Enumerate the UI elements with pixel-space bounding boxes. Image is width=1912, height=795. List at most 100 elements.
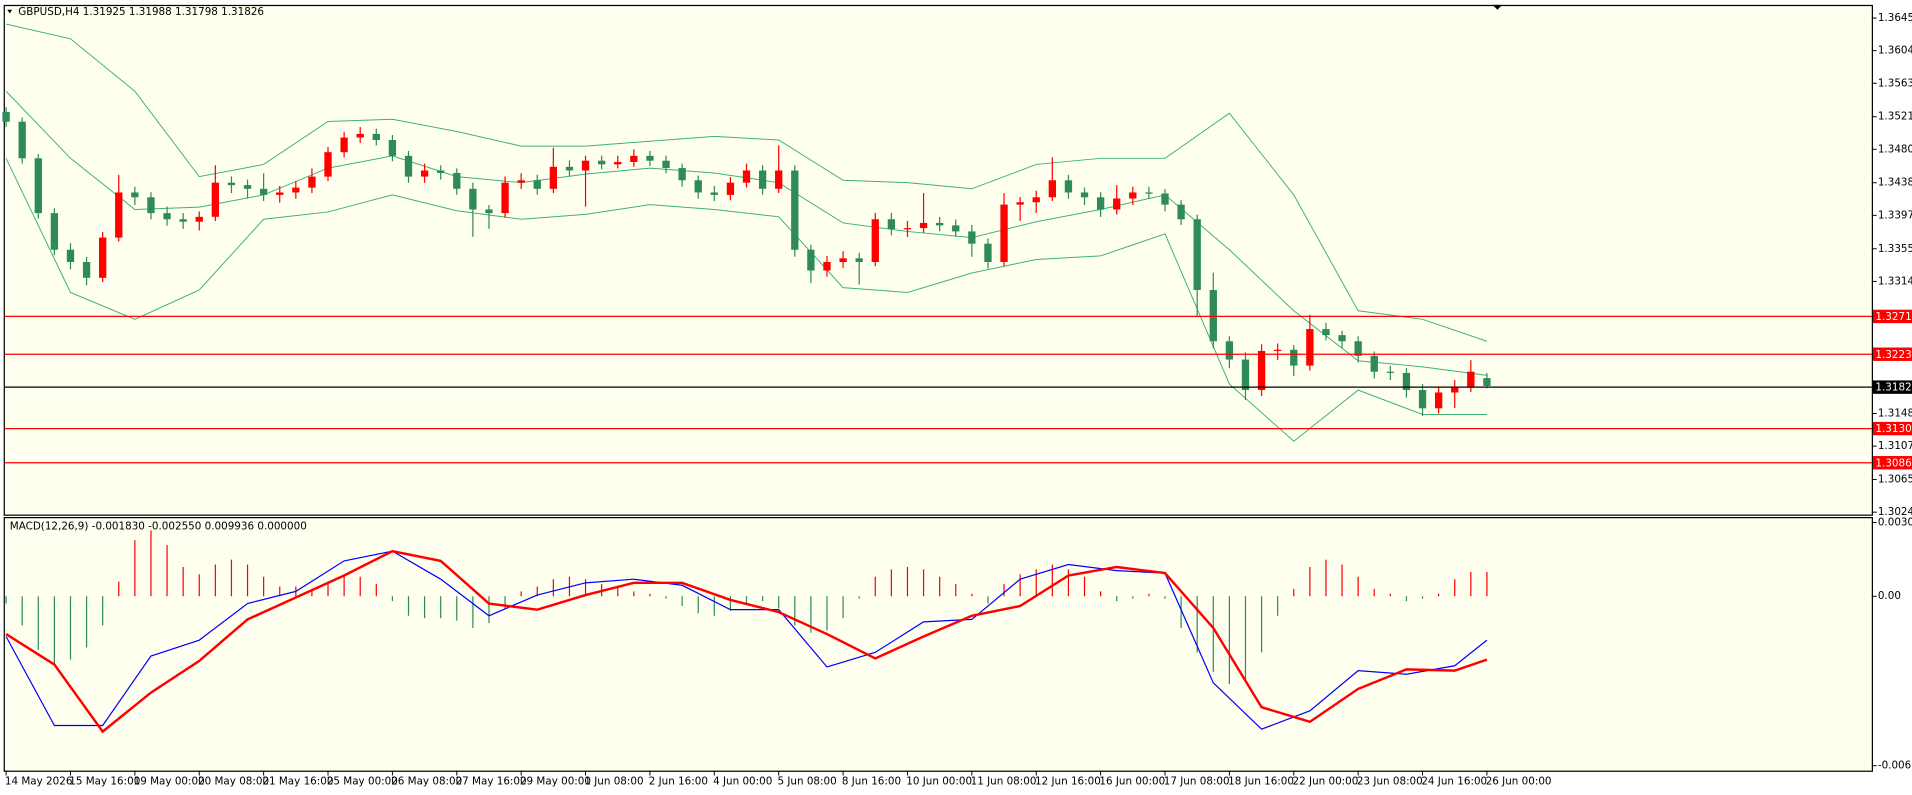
x-tick-label: 18 Jun 16:00	[1228, 776, 1294, 788]
candle-body	[292, 187, 300, 193]
candle-body	[952, 225, 960, 232]
candle-body	[1113, 198, 1121, 210]
x-tick-label: 15 May 16:00	[69, 776, 140, 788]
candle-body	[2, 111, 10, 122]
y-tick-label: 0.00	[1878, 590, 1901, 602]
candle-body	[1338, 335, 1346, 342]
y-tick-label: -0.00695	[1878, 760, 1912, 772]
candle-body	[1064, 180, 1073, 193]
candle-body	[1161, 193, 1169, 205]
macd-panel	[3, 516, 1873, 772]
candle-body	[404, 155, 413, 177]
candle-body	[1096, 197, 1105, 210]
candle-body	[115, 192, 123, 238]
candle-body	[1016, 202, 1024, 205]
candle-body	[1402, 372, 1411, 391]
candle-body	[340, 137, 348, 153]
price-level-box	[1872, 380, 1912, 394]
candle-body	[662, 160, 670, 169]
candle-body	[131, 192, 139, 198]
candle-body	[871, 219, 879, 262]
candle-body	[469, 188, 477, 210]
price-level-label: 1.31826	[1875, 382, 1912, 394]
candle-body	[1434, 392, 1443, 409]
x-tick-label: 25 May 00:00	[327, 776, 398, 788]
x-tick-label: 27 May 16:00	[456, 776, 527, 788]
candle-body	[1145, 192, 1153, 194]
candle-body	[1225, 341, 1234, 360]
candle-body	[308, 176, 316, 188]
candle-body	[1129, 192, 1137, 199]
candle-body	[678, 168, 686, 181]
x-tick-label: 26 Jun 00:00	[1486, 776, 1552, 788]
candle-body	[807, 249, 815, 271]
candle-body	[1177, 204, 1185, 220]
chart-shift-marker	[1492, 4, 1503, 10]
candle-body	[179, 219, 187, 222]
candle-body	[1370, 355, 1378, 372]
candle-body	[1483, 378, 1491, 386]
x-tick-label: 10 Jun 00:00	[906, 776, 972, 788]
y-tick-label: 1.30240	[1878, 506, 1912, 518]
x-tick-label: 19 May 00:00	[134, 776, 205, 788]
x-tick-label: 11 Jun 08:00	[971, 776, 1037, 788]
candle-body	[453, 172, 461, 189]
candle-body	[1354, 341, 1362, 356]
candle-body	[1048, 180, 1056, 198]
x-tick-label: 2 Jun 16:00	[649, 776, 708, 788]
x-tick-label: 26 May 08:00	[391, 776, 462, 788]
y-tick-label: 1.31480	[1878, 408, 1912, 420]
candle-body	[758, 170, 767, 189]
candle-body	[388, 140, 397, 156]
candle-body	[1386, 371, 1395, 373]
candle-body	[34, 158, 42, 214]
x-tick-label: 8 Jun 16:00	[842, 776, 901, 788]
x-tick-label: 5 Jun 08:00	[777, 776, 836, 788]
y-tick-label: 1.35210	[1878, 111, 1912, 123]
price-level-label: 1.32237	[1875, 349, 1912, 361]
candle-body	[485, 209, 493, 214]
macd-line	[5, 550, 1488, 730]
candle-body	[420, 170, 429, 177]
candle-body	[1418, 390, 1427, 409]
candle-body	[855, 258, 863, 262]
y-tick-label: 1.33140	[1878, 275, 1912, 287]
candle-body	[968, 231, 976, 244]
candle-body	[259, 188, 268, 195]
candle-body	[565, 166, 574, 171]
x-tick-label: 22 Jun 00:00	[1293, 776, 1359, 788]
y-tick-label: 1.33970	[1878, 209, 1912, 221]
candle-body	[1080, 192, 1089, 198]
x-tick-label: 1 Jun 08:00	[584, 776, 643, 788]
candle-body	[372, 133, 380, 141]
x-tick-label: 17 Jun 08:00	[1164, 776, 1230, 788]
candle-body	[614, 161, 622, 165]
candle-body	[839, 258, 847, 262]
candle-body	[1032, 197, 1040, 203]
candle-body	[1322, 329, 1330, 336]
x-tick-label: 29 May 00:00	[520, 776, 591, 788]
symbol-menu-arrow[interactable]	[7, 9, 13, 14]
candle-body	[18, 121, 26, 159]
macd-title: MACD(12,26,9) -0.001830 -0.002550 0.0099…	[10, 521, 307, 533]
signal-line	[5, 549, 1488, 734]
candle-body	[1241, 359, 1250, 391]
y-tick-label: 1.34800	[1878, 143, 1912, 155]
x-tick-label: 14 May 2026	[5, 776, 73, 788]
candle-body	[1467, 371, 1475, 388]
candle-body	[887, 219, 896, 230]
candle-body	[517, 180, 525, 183]
candle-body	[823, 261, 831, 271]
candle-body	[227, 182, 236, 186]
candle-body	[646, 155, 654, 161]
price-level-box	[1872, 456, 1912, 470]
x-tick-label: 20 May 08:00	[198, 776, 269, 788]
candle-body	[324, 152, 332, 177]
candle-body	[1290, 349, 1298, 366]
candle-body	[501, 182, 509, 214]
candle-body	[726, 182, 735, 195]
candle-body	[533, 180, 541, 189]
candle-body	[549, 166, 558, 189]
